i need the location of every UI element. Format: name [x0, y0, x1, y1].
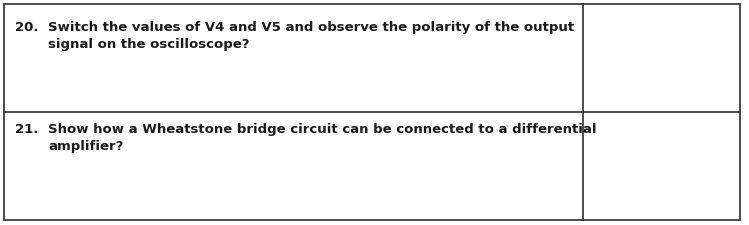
Text: amplifier?: amplifier?	[49, 140, 124, 153]
Text: Switch the values of V4 and V5 and observe the polarity of the output: Switch the values of V4 and V5 and obser…	[49, 21, 574, 34]
Text: 21.: 21.	[15, 123, 38, 136]
Text: 20.: 20.	[15, 21, 38, 34]
Text: Show how a Wheatstone bridge circuit can be connected to a differential: Show how a Wheatstone bridge circuit can…	[49, 123, 597, 136]
Text: signal on the oscilloscope?: signal on the oscilloscope?	[49, 38, 250, 51]
